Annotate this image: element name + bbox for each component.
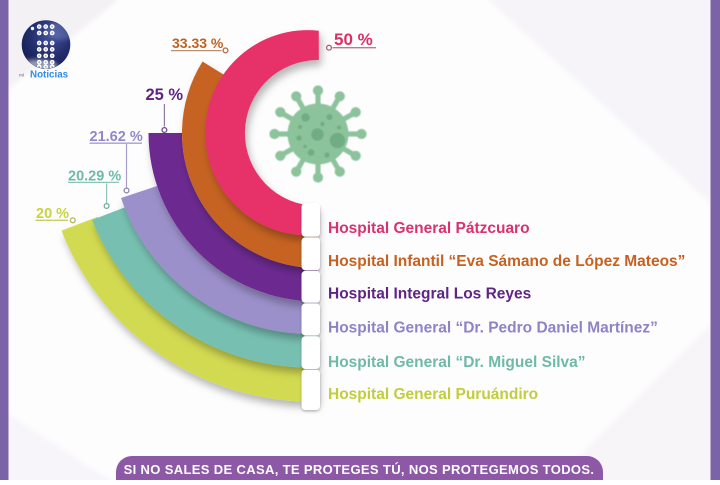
- svg-text:50 %: 50 %: [334, 30, 373, 49]
- svg-text:Hospital General Puruándiro: Hospital General Puruándiro: [328, 386, 538, 403]
- svg-text:Hospital General Pátzcuaro: Hospital General Pátzcuaro: [328, 220, 530, 237]
- svg-text:20 %: 20 %: [36, 206, 69, 222]
- svg-text:Hospital General “Dr. Miguel S: Hospital General “Dr. Miguel Silva”: [328, 354, 586, 371]
- svg-text:Hospital Integral Los Reyes: Hospital Integral Los Reyes: [328, 286, 531, 303]
- svg-text:25 %: 25 %: [146, 86, 184, 104]
- svg-text:Hospital General “Dr. Pedro Da: Hospital General “Dr. Pedro Daniel Martí…: [328, 319, 658, 336]
- svg-text:Noticias: Noticias: [30, 70, 69, 81]
- svg-text:mi: mi: [19, 73, 24, 78]
- svg-text:33.33 %: 33.33 %: [172, 35, 224, 51]
- svg-text:Hospital Infantil “Eva Sámano: Hospital Infantil “Eva Sámano de López M…: [328, 253, 685, 270]
- svg-text:SI NO SALES DE CASA, TE PROTEG: SI NO SALES DE CASA, TE PROTEGES TÚ, NOS…: [124, 462, 595, 477]
